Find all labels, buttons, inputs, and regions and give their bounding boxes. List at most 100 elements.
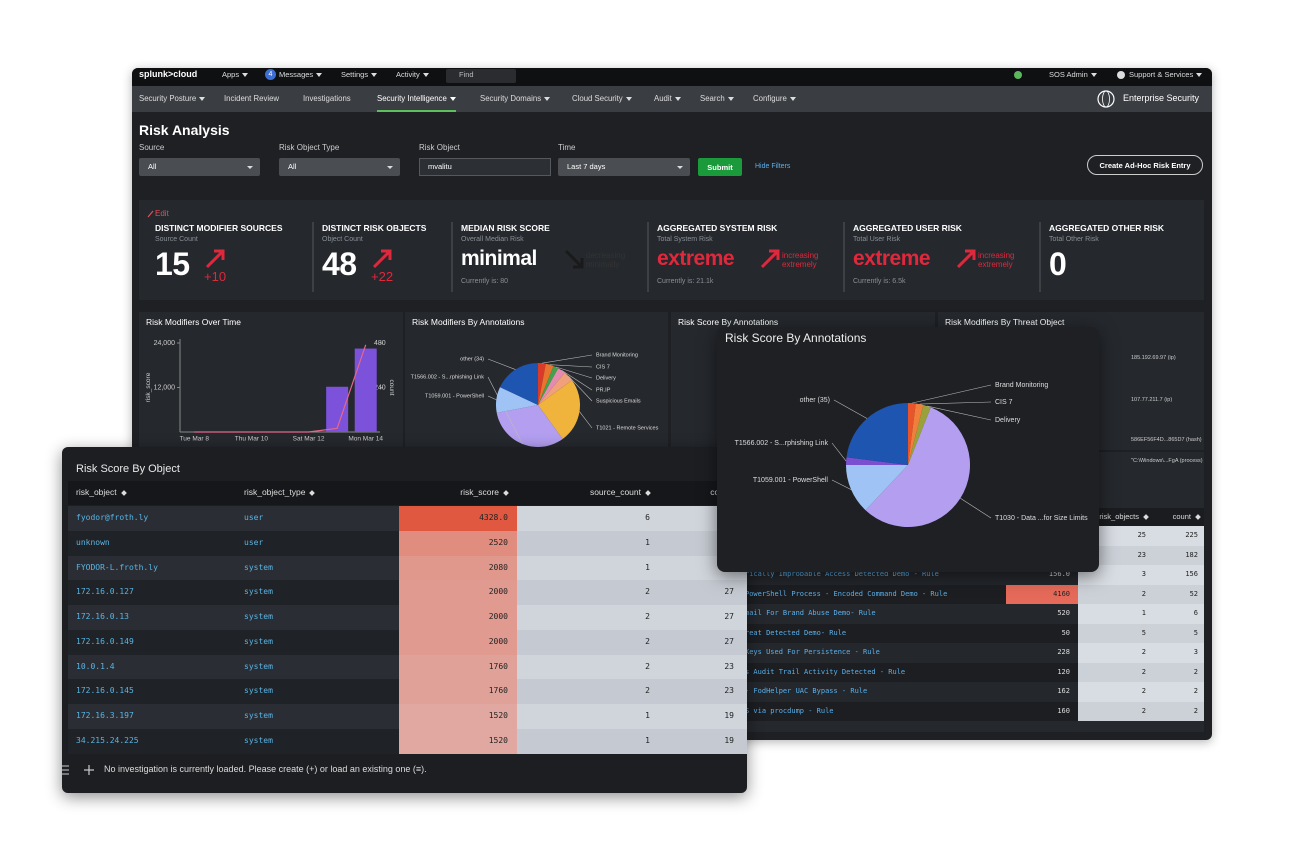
menu[interactable]: Apps	[222, 70, 248, 80]
create-entry-button[interactable]: Create Ad-Hoc Risk Entry	[1087, 155, 1203, 175]
hide-filters-link[interactable]: Hide Filters	[755, 163, 791, 171]
source-count-cell	[517, 555, 657, 581]
filter-input[interactable]	[139, 158, 260, 176]
nav-item[interactable]: Cloud Security	[572, 94, 632, 104]
table-row	[740, 643, 1006, 663]
filter-input[interactable]	[279, 158, 400, 176]
score-cell	[1006, 662, 1078, 682]
submit-button[interactable]: Submit	[698, 158, 742, 176]
edit-link[interactable]: Edit	[155, 208, 169, 218]
risk-object[interactable]: 172.16.3.197	[76, 711, 134, 721]
count: 19	[724, 735, 734, 745]
risk-object[interactable]: unknown	[76, 537, 110, 547]
count: 2	[1193, 667, 1198, 676]
table-row	[68, 629, 399, 655]
menu[interactable]: Messages	[279, 70, 322, 80]
filter-label: Source	[139, 142, 165, 152]
risk-objects: 2	[1141, 706, 1146, 715]
slice-label: T1566.002 - S...rphishing Link	[411, 374, 485, 380]
kpi-value: minimal	[461, 247, 537, 271]
risk-score: 228	[1057, 648, 1070, 657]
column-header[interactable]: risk_score	[460, 487, 508, 498]
source-count-cell	[517, 728, 657, 754]
risk-score: 2000	[488, 587, 508, 597]
score-cell	[1006, 623, 1078, 643]
table-row	[68, 555, 399, 581]
risk-object[interactable]: FYODOR-L.froth.ly	[76, 562, 158, 572]
table-row	[68, 728, 399, 754]
kpi-value: extreme	[853, 247, 931, 271]
nav-item[interactable]: Configure	[753, 94, 796, 104]
nav-item[interactable]: Security Intelligence	[377, 94, 456, 113]
nav-item[interactable]: Security Posture	[139, 94, 205, 104]
score-cell	[1006, 584, 1078, 604]
count-cell	[1150, 701, 1204, 721]
risk-object[interactable]: 172.16.0.149	[76, 636, 134, 646]
column-header: count	[1173, 512, 1200, 522]
risk-object[interactable]: 172.16.0.127	[76, 587, 134, 597]
risk-object-type: system	[244, 636, 273, 646]
score-cell	[1006, 643, 1078, 663]
count: 23	[724, 661, 734, 671]
trend-arrow	[381, 249, 392, 260]
count: 3	[1193, 648, 1198, 657]
risk-objects: 23	[1137, 550, 1146, 559]
risk-score-cell	[399, 605, 517, 630]
column-header[interactable]: risk_object_type	[244, 487, 314, 498]
column-header[interactable]: source_count	[590, 487, 650, 498]
table-row	[68, 506, 399, 531]
table-row	[740, 584, 1006, 604]
count-cell	[1150, 565, 1204, 585]
kpi-title: AGGREGATED OTHER RISK	[1049, 223, 1165, 234]
source-count-cell	[517, 629, 657, 655]
filter-input[interactable]	[419, 158, 551, 176]
y-tick-label: 24,000	[154, 340, 176, 347]
search-box	[446, 69, 516, 83]
filter-input[interactable]	[558, 158, 690, 176]
source-count-cell	[517, 530, 657, 556]
risk-object[interactable]: 172.16.0.145	[76, 686, 134, 696]
count-cell	[657, 728, 747, 754]
y2-axis-label: count	[388, 380, 395, 396]
nav-item[interactable]: Security Domains	[480, 94, 550, 104]
panel-title: Risk Score By Object	[76, 462, 180, 475]
nav-item[interactable]: Search	[700, 94, 734, 104]
risk-object[interactable]: 172.16.0.13	[76, 612, 129, 622]
risk-score: 4328.0	[479, 513, 508, 523]
nav-item[interactable]: Investigations	[303, 93, 351, 103]
y2-tick-label: 240	[374, 384, 386, 391]
column-header[interactable]: risk_object	[76, 487, 126, 498]
trend-arrow	[564, 249, 584, 269]
help-icon	[1117, 71, 1125, 79]
leader-line	[960, 497, 992, 519]
risk-score: 160	[1057, 706, 1070, 715]
source-count-cell	[517, 605, 657, 630]
search-input[interactable]: Find	[459, 70, 474, 80]
count-cell	[657, 629, 747, 655]
risk-object[interactable]: fyodor@froth.ly	[76, 513, 149, 523]
user-menu[interactable]: SOS Admin	[1049, 70, 1097, 80]
count: 225	[1185, 531, 1198, 540]
menu[interactable]: Settings	[341, 70, 377, 80]
table-row	[68, 654, 399, 680]
trend-arrow	[769, 249, 780, 260]
count-cell	[657, 704, 747, 729]
kpi-subtitle: Total System Risk	[657, 236, 713, 244]
nav-item[interactable]: Incident Review	[224, 93, 280, 103]
menu[interactable]: Activity	[396, 70, 429, 80]
source-count: 2	[645, 612, 650, 622]
risk-object[interactable]: 34.215.24.225	[76, 735, 139, 745]
support-menu[interactable]: Support & Services	[1129, 70, 1202, 80]
leader-line	[487, 358, 516, 370]
risk-score: 162	[1057, 687, 1070, 696]
page-title: Risk Analysis	[139, 121, 230, 138]
risk-object[interactable]: 10.0.1.4	[76, 661, 115, 671]
trend-arrow	[573, 258, 584, 269]
risk-score-cell	[399, 654, 517, 680]
score-cell	[1006, 682, 1078, 702]
count-cell	[657, 654, 747, 680]
risk-score: 1520	[488, 735, 508, 745]
nav-item[interactable]: Audit	[654, 94, 681, 104]
kpi-title: DISTINCT MODIFIER SOURCES	[155, 223, 283, 234]
